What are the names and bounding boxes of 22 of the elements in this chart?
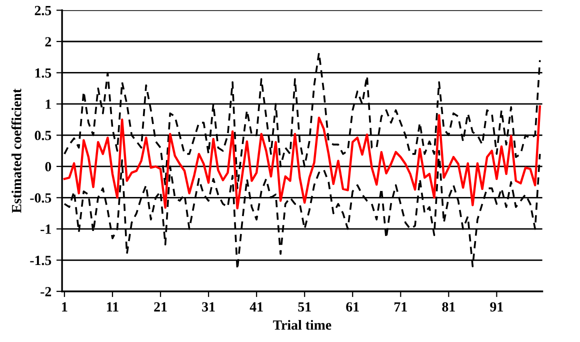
y-tick-label: -2 <box>40 287 52 296</box>
x-tick-label: 71 <box>394 302 407 312</box>
x-tick-label: 91 <box>490 302 503 312</box>
y-tick-label: -1 <box>40 224 51 234</box>
y-tick-label: -1.5 <box>30 256 52 266</box>
y-tick-label: 2.5 <box>34 6 52 16</box>
y-tick-label: 2 <box>45 37 52 46</box>
x-tick-label: 21 <box>154 302 167 312</box>
x-tick-label: 31 <box>202 302 215 312</box>
x-tick-label: 51 <box>298 302 311 312</box>
x-axis-title: Trial time <box>273 320 332 330</box>
y-tick-label: 0 <box>45 162 52 172</box>
x-tick-label: 61 <box>346 302 359 312</box>
y-axis-title: Estimated coefficient <box>11 88 22 213</box>
y-tick-label: -0.5 <box>30 193 52 203</box>
x-tick-label: 1 <box>62 302 68 312</box>
y-tick-label: 1 <box>46 100 51 109</box>
x-tick-label: 81 <box>442 302 455 312</box>
x-tick-label: 41 <box>250 302 263 312</box>
y-tick-label: 1.5 <box>35 68 52 78</box>
y-tick-label: 0.5 <box>34 130 52 140</box>
x-tick-label: 11 <box>107 302 118 312</box>
